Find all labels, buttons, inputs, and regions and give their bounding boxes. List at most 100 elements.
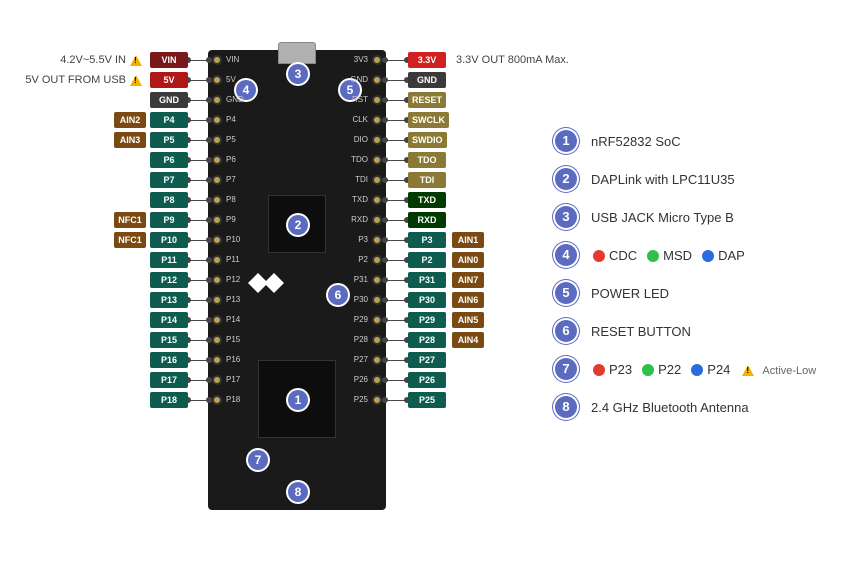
legend-number: 6 bbox=[555, 320, 577, 342]
pinhole-right bbox=[372, 75, 382, 85]
silk-label: P6 bbox=[226, 155, 236, 165]
pin-tag: P15 bbox=[150, 332, 188, 348]
pin-tag: TXD bbox=[408, 192, 446, 208]
silk-label: P27 bbox=[354, 355, 368, 365]
pin-tag-alt: AIN7 bbox=[452, 272, 484, 288]
pin-lead bbox=[386, 80, 406, 81]
pin-lead bbox=[188, 100, 208, 101]
pin-lead-dot bbox=[382, 257, 388, 263]
pin-note: 4.2V~5.5V IN bbox=[60, 52, 146, 68]
pin-tag-alt: AIN5 bbox=[452, 312, 484, 328]
pin-lead bbox=[386, 320, 406, 321]
pin-lead-dot bbox=[206, 337, 212, 343]
silk-label: P14 bbox=[226, 315, 240, 325]
pin-lead bbox=[188, 200, 208, 201]
pin-lead-dot bbox=[206, 77, 212, 83]
pinhole-right bbox=[372, 275, 382, 285]
pin-lead-dot bbox=[206, 57, 212, 63]
pin-tag: TDI bbox=[408, 172, 446, 188]
pin-lead-dot bbox=[206, 237, 212, 243]
board-badge-1: 1 bbox=[288, 390, 308, 410]
legend-text: USB JACK Micro Type B bbox=[591, 210, 734, 225]
pin-tag: P4 bbox=[150, 112, 188, 128]
pin-lead bbox=[188, 160, 208, 161]
pin-tag: GND bbox=[408, 72, 446, 88]
pin-lead-dot bbox=[206, 197, 212, 203]
pinhole-right bbox=[372, 315, 382, 325]
silk-label: P17 bbox=[226, 375, 240, 385]
pin-tag: P12 bbox=[150, 272, 188, 288]
pin-lead-dot bbox=[206, 397, 212, 403]
pin-lead bbox=[386, 140, 406, 141]
pin-tag: P26 bbox=[408, 372, 446, 388]
led-dot bbox=[593, 364, 605, 376]
legend-number: 4 bbox=[555, 244, 577, 266]
pin-lead bbox=[188, 80, 208, 81]
legend-row: 3 USB JACK Micro Type B bbox=[555, 206, 845, 228]
pinhole-right bbox=[372, 255, 382, 265]
pinhole-left bbox=[212, 235, 222, 245]
pinhole-left bbox=[212, 295, 222, 305]
pin-tag: P17 bbox=[150, 372, 188, 388]
pin-tag-alt: AIN0 bbox=[452, 252, 484, 268]
legend-row: 5POWER LED bbox=[555, 282, 845, 304]
pinhole-right bbox=[372, 95, 382, 105]
pin-tag: RXD bbox=[408, 212, 446, 228]
legend-text: RESET BUTTON bbox=[591, 324, 691, 339]
pinhole-left bbox=[212, 395, 222, 405]
led-label: P24 bbox=[707, 362, 730, 377]
pin-tag: VIN bbox=[150, 52, 188, 68]
pinhole-right bbox=[372, 335, 382, 345]
pinhole-left bbox=[212, 195, 222, 205]
pinhole-right bbox=[372, 235, 382, 245]
pin-tag: SWDIO bbox=[408, 132, 447, 148]
pin-tag: P14 bbox=[150, 312, 188, 328]
silk-label: TDI bbox=[355, 175, 368, 185]
silk-label: P2 bbox=[358, 255, 368, 265]
pin-lead bbox=[386, 180, 406, 181]
legend-row: 6 RESET BUTTON bbox=[555, 320, 845, 342]
pin-lead-dot bbox=[382, 217, 388, 223]
silk-label: TDO bbox=[351, 155, 368, 165]
pin-lead-dot bbox=[382, 357, 388, 363]
led-dot bbox=[642, 364, 654, 376]
board-badge-2: 2 bbox=[288, 215, 308, 235]
pin-lead bbox=[188, 260, 208, 261]
pin-tag-alt: AIN6 bbox=[452, 292, 484, 308]
pin-lead bbox=[188, 380, 208, 381]
legend-number: 3 bbox=[555, 206, 577, 228]
pin-lead-dot bbox=[382, 77, 388, 83]
pin-tag-alt: AIN2 bbox=[114, 112, 146, 128]
pin-lead bbox=[386, 160, 406, 161]
pin-lead-dot bbox=[382, 197, 388, 203]
board-badge-7: 7 bbox=[248, 450, 268, 470]
pin-tag: P10 bbox=[150, 232, 188, 248]
pinhole-right bbox=[372, 215, 382, 225]
pin-lead bbox=[386, 380, 406, 381]
pin-tag: P7 bbox=[150, 172, 188, 188]
pinhole-right bbox=[372, 115, 382, 125]
pin-tag: P25 bbox=[408, 392, 446, 408]
silk-label: RST bbox=[352, 95, 368, 105]
led-dot bbox=[691, 364, 703, 376]
pinhole-right bbox=[372, 175, 382, 185]
pin-lead-dot bbox=[206, 297, 212, 303]
pin-lead-dot bbox=[206, 377, 212, 383]
silk-label: P9 bbox=[226, 215, 236, 225]
silk-label: P4 bbox=[226, 115, 236, 125]
pin-lead-dot bbox=[206, 357, 212, 363]
pin-tag: P16 bbox=[150, 352, 188, 368]
pin-lead-dot bbox=[382, 377, 388, 383]
led-dot bbox=[647, 250, 659, 262]
pin-lead-dot bbox=[206, 217, 212, 223]
pin-note: 5V OUT FROM USB bbox=[25, 72, 146, 88]
led-label: DAP bbox=[718, 248, 745, 263]
pin-lead-dot bbox=[206, 117, 212, 123]
silk-label: GND bbox=[226, 95, 244, 105]
legend-number: 1 bbox=[555, 130, 577, 152]
pinhole-left bbox=[212, 155, 222, 165]
legend-number: 8 bbox=[555, 396, 577, 418]
board-badge-3: 3 bbox=[288, 64, 308, 84]
pin-tag: P2 bbox=[408, 252, 446, 268]
pin-tag: P29 bbox=[408, 312, 446, 328]
